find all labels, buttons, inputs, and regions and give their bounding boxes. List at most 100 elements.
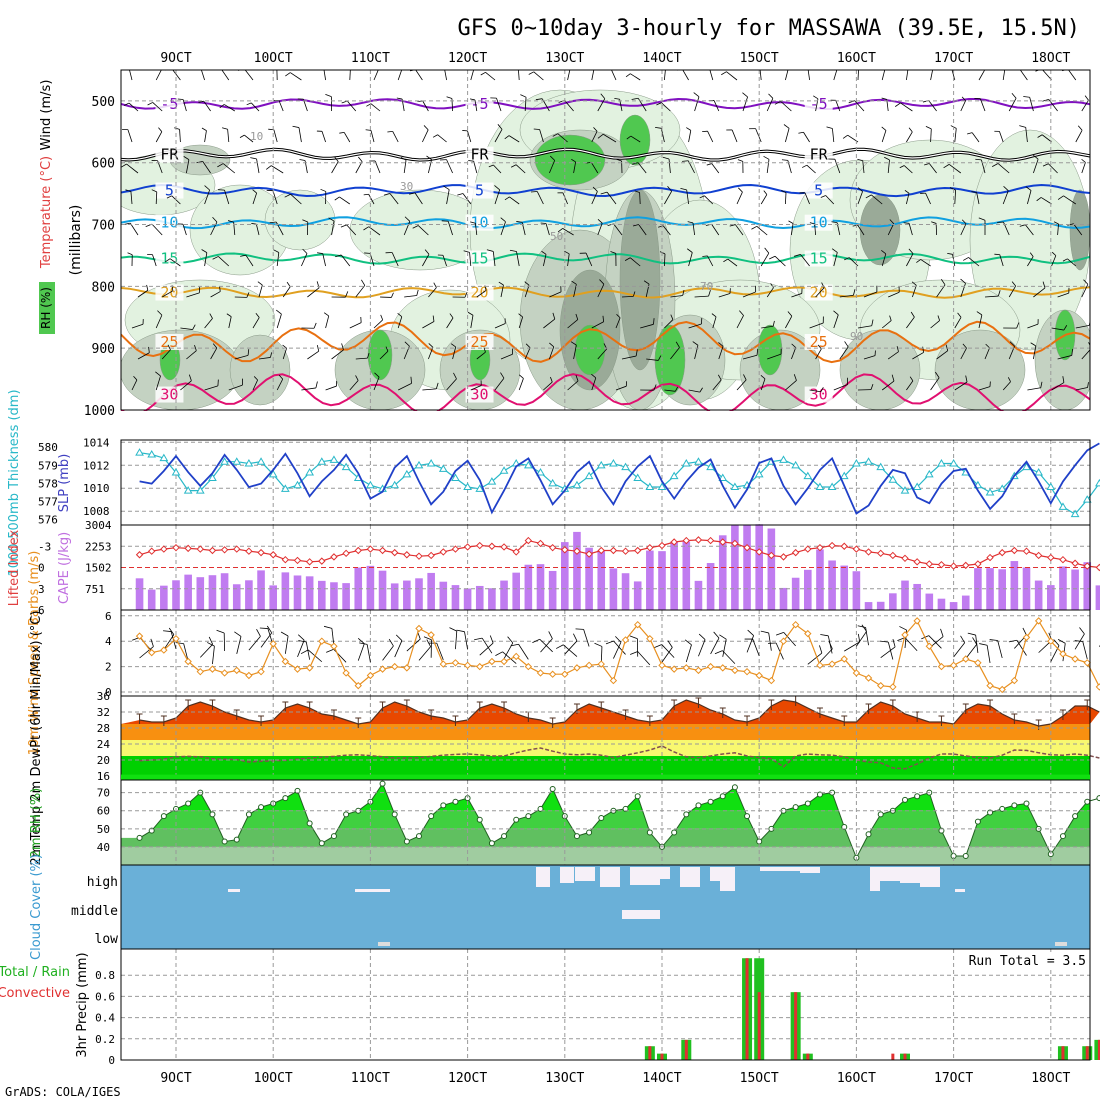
wind-barb-flag bbox=[738, 187, 743, 193]
wind-barb bbox=[470, 385, 482, 391]
wind-barb bbox=[179, 129, 181, 143]
cloud-high-block bbox=[870, 867, 880, 891]
wind-barb bbox=[1027, 387, 1041, 391]
wind-barb bbox=[881, 70, 886, 81]
lifted-index-point bbox=[1047, 553, 1055, 562]
wind-speed-point bbox=[208, 665, 217, 673]
lifted-index-point bbox=[318, 557, 326, 565]
wind-barb-flag bbox=[335, 254, 342, 258]
wind-barb-flag bbox=[433, 282, 437, 288]
wind-barb bbox=[760, 252, 770, 267]
wind-barb bbox=[759, 70, 762, 81]
lifted-index-point bbox=[1083, 562, 1091, 570]
wind-barb-flag bbox=[591, 373, 597, 379]
thickness-point bbox=[1070, 509, 1080, 518]
wind-barb bbox=[742, 96, 748, 112]
wind-barb-flag bbox=[246, 292, 250, 298]
wind-barb bbox=[791, 347, 797, 360]
wind-tick-label: 0 bbox=[105, 686, 112, 699]
wind-barb-flag bbox=[285, 72, 291, 77]
wind-barb-flag bbox=[1081, 158, 1086, 163]
wind-barb bbox=[573, 161, 577, 174]
wind-barb-flag bbox=[212, 343, 218, 349]
wind-barb-flag bbox=[908, 127, 913, 133]
wind-barb bbox=[485, 71, 496, 81]
wind-barb bbox=[791, 223, 794, 236]
wind-barb bbox=[368, 226, 381, 236]
rh-band bbox=[121, 846, 1090, 865]
cape-bar bbox=[305, 576, 314, 610]
precip-tick-label: 0.2 bbox=[95, 1033, 115, 1046]
wind-barb bbox=[742, 291, 756, 298]
isotherm-label: 30 bbox=[470, 386, 488, 404]
wind-barb bbox=[1068, 70, 1077, 81]
wind-barb bbox=[960, 100, 967, 112]
wind-barb bbox=[1027, 323, 1039, 329]
cape-bar bbox=[342, 583, 350, 610]
wind-barb bbox=[1002, 190, 1009, 205]
thickness-point bbox=[706, 462, 715, 471]
rh-tick-label: 60 bbox=[97, 805, 110, 818]
wind-barb-flag bbox=[992, 163, 999, 167]
wind-barb-flag bbox=[692, 341, 699, 346]
wind-barb-flag bbox=[764, 247, 770, 254]
lifted-index-point bbox=[1010, 546, 1019, 555]
wind-speed-point bbox=[573, 664, 581, 672]
cape-bar bbox=[840, 565, 849, 610]
cape-bar bbox=[524, 564, 533, 610]
isotherm-label: 30 bbox=[810, 386, 828, 404]
lifted-index-point bbox=[876, 549, 885, 558]
precip-convective-bar bbox=[1097, 1039, 1100, 1060]
cape-bar bbox=[208, 575, 217, 610]
thickness-point bbox=[621, 462, 630, 471]
wind-barb-flag bbox=[857, 187, 863, 192]
top-time-axis: 9OCT 10OCT 11OCT 12OCT 13OCT 14OCT 15OCT 16OCT 1… bbox=[160, 51, 1070, 66]
thickness-point bbox=[341, 462, 351, 471]
wind-barb bbox=[833, 252, 838, 267]
wind-barb-flag bbox=[221, 127, 228, 130]
wind-barb bbox=[392, 131, 399, 143]
wind-barb-flag bbox=[911, 281, 917, 286]
wind-barb-flag bbox=[916, 259, 921, 263]
wind-barb bbox=[597, 348, 608, 360]
surface-wind-barb bbox=[394, 640, 403, 658]
wind-barb bbox=[637, 98, 647, 112]
cloud-high-block bbox=[600, 867, 620, 887]
lifted-index-point bbox=[1059, 556, 1067, 564]
wind-barb bbox=[1033, 287, 1046, 298]
wind-barb bbox=[888, 291, 900, 298]
thickness-point bbox=[985, 487, 995, 496]
thickness-point bbox=[730, 482, 740, 491]
wind-barb-flag bbox=[634, 190, 640, 193]
wind-barb-flag bbox=[317, 64, 324, 65]
wind-barb-flag bbox=[276, 309, 282, 315]
wind-speed-point bbox=[281, 657, 290, 666]
wind-barb-flag bbox=[123, 66, 129, 67]
thickness-point bbox=[499, 466, 509, 474]
wind-barb bbox=[155, 314, 163, 329]
thickness-point bbox=[864, 457, 873, 465]
isotherm-label-bg bbox=[155, 182, 184, 199]
wind-barb-flag bbox=[657, 355, 662, 361]
wind-barb bbox=[524, 285, 530, 298]
cloud-high-block bbox=[955, 889, 965, 892]
thickness-point bbox=[633, 473, 643, 481]
wind-barb bbox=[668, 158, 671, 174]
wind-barb-flag bbox=[409, 192, 416, 195]
rh-contour-area bbox=[619, 114, 651, 166]
wind-barb bbox=[881, 253, 887, 267]
thickness-point bbox=[657, 482, 667, 491]
wind-barb-flag bbox=[207, 642, 215, 647]
wind-barb bbox=[930, 70, 934, 81]
wind-barb-flag bbox=[564, 250, 570, 255]
wind-barb bbox=[978, 386, 991, 391]
wind-barb bbox=[1051, 327, 1064, 331]
thickness-tick-label: 580 bbox=[38, 441, 58, 454]
thickness-point bbox=[876, 462, 886, 471]
wind-barb-flag bbox=[656, 102, 662, 106]
cloud-high-block bbox=[800, 867, 820, 873]
rh-point bbox=[476, 816, 483, 823]
wind-barb bbox=[567, 380, 579, 391]
wind-barb bbox=[494, 129, 503, 143]
precip-tick-label: 0 bbox=[108, 1054, 115, 1067]
